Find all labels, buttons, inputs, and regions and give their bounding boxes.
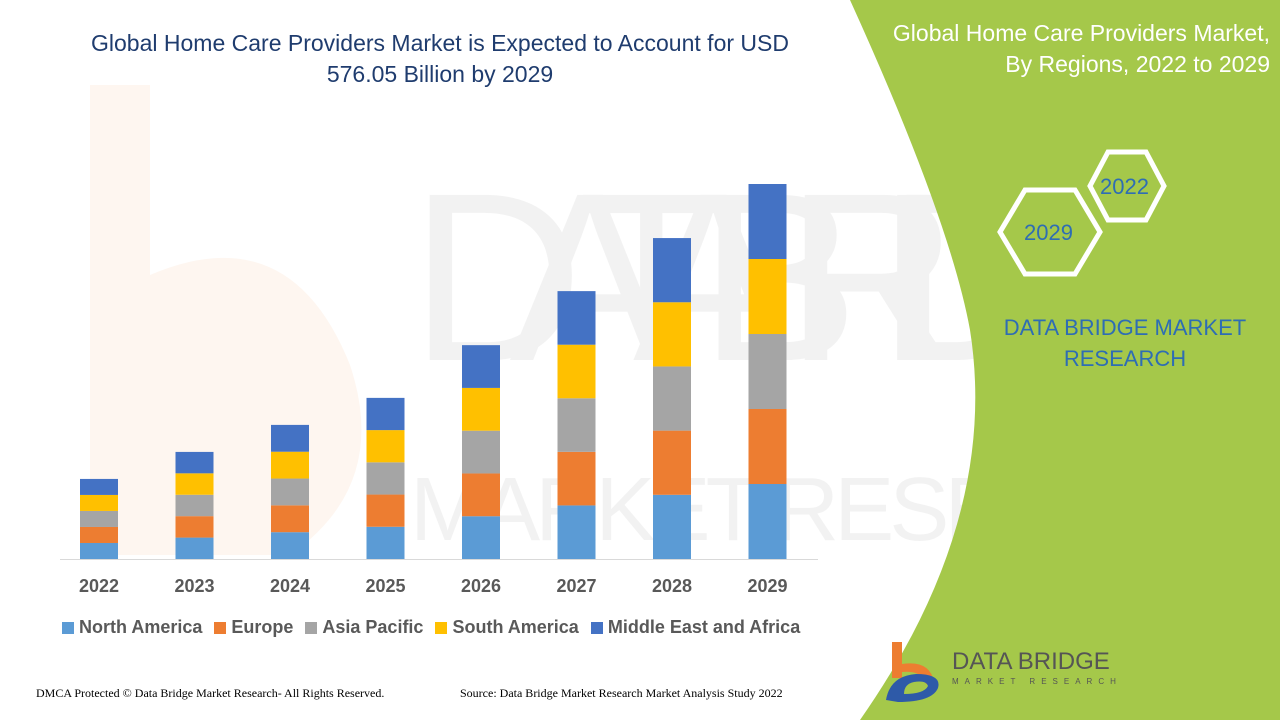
x-tick-label: 2027 bbox=[556, 576, 596, 596]
bar-segment-2027-middle-east-and-africa bbox=[557, 291, 596, 345]
bar-segment-2022-south-america bbox=[80, 494, 118, 511]
bar-segment-2023-europe bbox=[175, 516, 214, 538]
hexagon-2022 bbox=[1087, 149, 1167, 223]
bar-segment-2025-south-america bbox=[366, 430, 405, 463]
x-tick-label: 2028 bbox=[652, 576, 692, 596]
bar-segment-2025-asia-pacific bbox=[366, 462, 405, 495]
bar-segment-2028-asia-pacific bbox=[653, 366, 691, 431]
x-tick-label: 2022 bbox=[79, 576, 119, 596]
bar-segment-2028-north-america bbox=[653, 494, 691, 559]
bar-segment-2022-asia-pacific bbox=[80, 510, 118, 527]
bar-segment-2026-middle-east-and-africa bbox=[462, 345, 500, 388]
legend-swatch bbox=[305, 621, 318, 634]
bar-segment-2025-europe bbox=[366, 494, 405, 527]
bar-segment-2025-north-america bbox=[366, 526, 405, 559]
bar-segment-2022-europe bbox=[80, 526, 118, 543]
legend-label: Asia Pacific bbox=[322, 617, 424, 637]
bar-segment-2027-asia-pacific bbox=[557, 398, 596, 452]
legend-item: Europe bbox=[214, 617, 293, 638]
bar-segment-2024-middle-east-and-africa bbox=[271, 424, 309, 452]
bar-segment-2023-middle-east-and-africa bbox=[175, 451, 214, 474]
x-tick-label: 2026 bbox=[461, 576, 501, 596]
bar-segment-2027-europe bbox=[557, 451, 596, 506]
copyright-notice: DMCA Protected © Data Bridge Market Rese… bbox=[36, 686, 385, 700]
bar-segment-2029-south-america bbox=[748, 259, 787, 334]
bar-segment-2024-asia-pacific bbox=[271, 478, 309, 506]
legend-item: Middle East and Africa bbox=[590, 617, 801, 638]
bar-segment-2025-middle-east-and-africa bbox=[366, 397, 405, 431]
legend-label: South America bbox=[452, 617, 579, 637]
bar-segment-2029-north-america bbox=[748, 484, 787, 559]
legend-swatch bbox=[62, 621, 74, 634]
bar-segment-2022-north-america bbox=[80, 542, 118, 559]
bar-segment-2026-asia-pacific bbox=[462, 430, 500, 474]
bar-segment-2026-north-america bbox=[462, 516, 500, 559]
x-tick-label: 2023 bbox=[174, 576, 214, 596]
hex-year-2029: 2029 bbox=[1024, 220, 1073, 245]
bar-segment-2022-middle-east-and-africa bbox=[80, 478, 118, 495]
bar-segment-2024-north-america bbox=[271, 532, 309, 559]
legend-swatch bbox=[435, 621, 448, 634]
bar-segment-2029-asia-pacific bbox=[748, 334, 787, 409]
bar-segment-2023-north-america bbox=[175, 537, 214, 559]
legend-label: Europe bbox=[231, 617, 294, 637]
bar-segment-2029-middle-east-and-africa bbox=[748, 184, 787, 259]
x-tick-label: 2024 bbox=[270, 576, 310, 596]
bar-segment-2028-middle-east-and-africa bbox=[653, 238, 691, 303]
legend-label: North America bbox=[79, 617, 203, 637]
bar-segment-2024-europe bbox=[271, 505, 309, 533]
bar-segment-2027-north-america bbox=[557, 505, 596, 559]
bar-segment-2028-europe bbox=[653, 430, 691, 495]
hexagon-2029 bbox=[997, 187, 1103, 277]
bar-segment-2023-south-america bbox=[175, 473, 214, 495]
bar-segment-2027-south-america bbox=[557, 344, 596, 399]
legend-label: Middle East and Africa bbox=[607, 617, 801, 637]
legend-item: Asia Pacific bbox=[305, 617, 423, 638]
brand-text: DATA BRIDGE MARKET RESEARCH bbox=[1003, 315, 1247, 371]
bar-segment-2029-europe bbox=[748, 409, 787, 484]
chart-title: Global Home Care Providers Market is Exp… bbox=[91, 30, 789, 87]
legend-item: North America bbox=[62, 617, 202, 638]
bar-segment-2023-asia-pacific bbox=[175, 494, 214, 517]
data-bridge-logo-icon bbox=[886, 642, 939, 702]
logo-name: DATA BRIDGE bbox=[952, 648, 1110, 675]
legend-item: South America bbox=[435, 617, 579, 638]
legend: North America Europe Asia Pacific South … bbox=[62, 617, 800, 638]
bar-segment-2024-south-america bbox=[271, 451, 309, 479]
x-tick-label: 2025 bbox=[365, 576, 405, 596]
legend-swatch bbox=[590, 621, 603, 634]
logo-tagline: MARKET RESEARCH bbox=[952, 677, 1122, 686]
hex-year-2022: 2022 bbox=[1100, 174, 1149, 199]
legend-swatch bbox=[214, 621, 227, 634]
bar-segment-2028-south-america bbox=[653, 302, 691, 367]
source-note: Source: Data Bridge Market Research Mark… bbox=[460, 686, 783, 700]
bar-segment-2026-europe bbox=[462, 473, 500, 517]
side-panel-title: Global Home Care Providers Market, By Re… bbox=[892, 20, 1270, 77]
side-panel-background bbox=[850, 0, 1280, 720]
x-tick-label: 2029 bbox=[747, 576, 787, 596]
bar-segment-2026-south-america bbox=[462, 387, 500, 431]
